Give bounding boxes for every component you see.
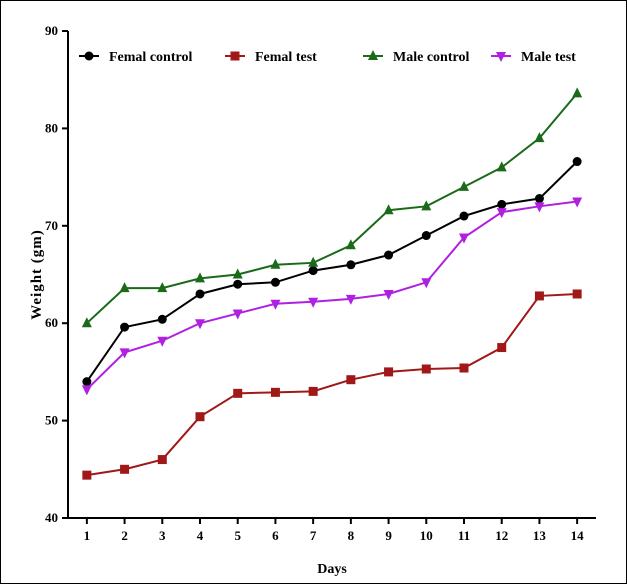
y-tick-label: 40 xyxy=(45,510,58,525)
series-male-control xyxy=(82,87,582,327)
x-tick-label: 1 xyxy=(84,528,91,543)
data-point xyxy=(82,377,91,386)
data-point xyxy=(422,364,431,373)
series-male-test xyxy=(82,197,582,395)
y-tick-label: 80 xyxy=(45,120,58,135)
legend-item: Femal test xyxy=(225,50,317,65)
x-tick-label: 5 xyxy=(234,528,241,543)
data-point xyxy=(82,471,91,480)
x-tick-label: 11 xyxy=(458,528,470,543)
data-point xyxy=(573,157,582,166)
data-point xyxy=(497,161,507,171)
x-tick-label: 4 xyxy=(197,528,204,543)
series-femal-control xyxy=(82,157,581,386)
x-tick-label: 10 xyxy=(420,528,433,543)
data-point xyxy=(573,289,582,298)
data-point xyxy=(233,280,242,289)
series-femal-test xyxy=(82,289,581,479)
x-tick-label: 12 xyxy=(495,528,508,543)
data-point xyxy=(384,367,393,376)
legend: Femal control Femal test Male control Male … xyxy=(79,50,576,65)
data-point xyxy=(346,260,355,269)
data-point xyxy=(120,323,129,332)
x-tick-label: 6 xyxy=(272,528,279,543)
legend-marker xyxy=(85,52,94,61)
data-point xyxy=(196,289,205,298)
data-point xyxy=(497,343,506,352)
data-point xyxy=(535,194,544,203)
y-axis-title: Weight (gm) xyxy=(29,229,45,320)
y-tick-label: 60 xyxy=(45,315,58,330)
x-tick-label: 14 xyxy=(571,528,585,543)
data-point xyxy=(497,200,506,209)
y-tick-label: 50 xyxy=(45,413,58,428)
data-point xyxy=(497,208,507,218)
data-point xyxy=(158,455,167,464)
data-point xyxy=(309,387,318,396)
legend-label: Male control xyxy=(393,50,469,65)
y-tick-label: 70 xyxy=(45,218,58,233)
legend-label: Femal control xyxy=(109,50,192,65)
data-point xyxy=(460,364,469,373)
x-tick-label: 7 xyxy=(310,528,317,543)
x-tick-label: 3 xyxy=(159,528,166,543)
legend-item: Femal control xyxy=(79,50,192,65)
y-tick-label: 90 xyxy=(45,23,58,38)
legend-label: Femal test xyxy=(255,50,317,65)
data-point xyxy=(271,278,280,287)
legend-label: Male test xyxy=(521,50,576,65)
data-point xyxy=(384,251,393,260)
data-point xyxy=(158,315,167,324)
x-tick-label: 13 xyxy=(533,528,547,543)
data-point xyxy=(120,465,129,474)
data-point xyxy=(196,412,205,421)
data-point xyxy=(271,388,280,397)
data-point xyxy=(82,385,92,395)
series-layer xyxy=(82,87,582,479)
x-axis-title: Days xyxy=(317,562,347,577)
legend-item: Male test xyxy=(491,50,576,65)
data-point xyxy=(233,389,242,398)
data-point xyxy=(346,375,355,384)
series-line xyxy=(87,201,577,389)
data-point xyxy=(422,231,431,240)
data-point xyxy=(572,87,582,97)
data-point xyxy=(309,266,318,275)
x-tick-label: 9 xyxy=(385,528,392,543)
x-tick-label: 2 xyxy=(121,528,128,543)
data-point xyxy=(460,212,469,221)
data-point xyxy=(535,291,544,300)
legend-marker xyxy=(231,52,240,61)
x-tick-label: 8 xyxy=(348,528,355,543)
legend-item: Male control xyxy=(363,50,469,65)
